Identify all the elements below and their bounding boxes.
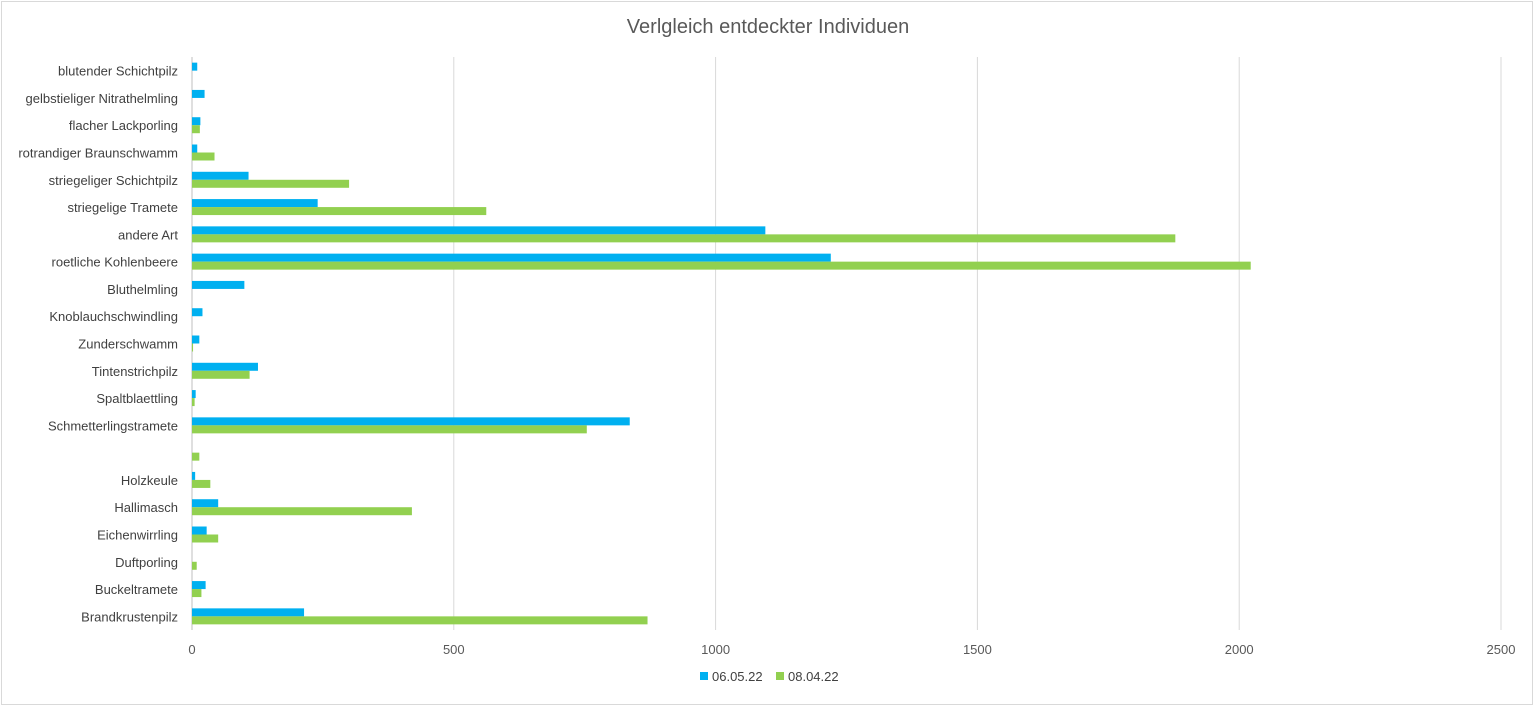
bar-series2 — [192, 589, 202, 598]
bar-series1 — [192, 526, 207, 535]
bar-series1 — [192, 117, 201, 126]
category-label: Zunderschwamm — [78, 337, 178, 352]
bar-series1 — [192, 253, 831, 262]
x-tick-label-1000: 1000 — [701, 642, 730, 657]
bar-series1 — [192, 280, 245, 289]
bar-series1 — [192, 417, 630, 426]
x-tick-label-2000: 2000 — [1225, 642, 1254, 657]
category-label: andere Art — [118, 227, 178, 242]
category-label: striegelige Tramete — [67, 200, 178, 215]
bar-series2 — [192, 179, 350, 188]
category-label: Brandkrustenpilz — [81, 609, 178, 624]
bar-series1 — [192, 171, 249, 180]
bar-series2 — [192, 343, 194, 352]
category-label: Hallimasch — [114, 500, 178, 515]
bar-series1 — [192, 335, 200, 344]
bar-series2 — [192, 534, 219, 543]
bar-series2 — [192, 152, 215, 161]
bar-series2 — [192, 479, 211, 488]
bar-series1 — [192, 308, 203, 317]
bar-series1 — [192, 471, 196, 480]
bar-series1 — [192, 499, 219, 508]
category-label: roetliche Kohlenbeere — [52, 255, 178, 270]
bar-series2 — [192, 234, 1176, 243]
x-tick-label-1500: 1500 — [963, 642, 992, 657]
bar-series2 — [192, 425, 587, 434]
bar-series1 — [192, 362, 258, 371]
bar-series2 — [192, 207, 487, 216]
bar-series1 — [192, 581, 206, 590]
bar-series1 — [192, 62, 198, 71]
legend-swatch — [700, 672, 708, 680]
chart-title: Verlgleich entdeckter Individuen — [626, 16, 910, 38]
category-label: rotrandiger Braunschwamm — [18, 146, 178, 161]
category-label: Bluthelmling — [107, 282, 178, 297]
x-tick-label-500: 500 — [443, 642, 465, 657]
bar-series1 — [192, 144, 198, 153]
category-label: Spaltblaettling — [96, 391, 178, 406]
category-label: Duftporling — [115, 555, 178, 570]
x-tick-label-2500: 2500 — [1487, 642, 1516, 657]
category-label: gelbstieliger Nitrathelmling — [26, 91, 178, 106]
category-label: Knoblauchschwindling — [49, 309, 178, 324]
category-label: Holzkeule — [121, 473, 178, 488]
bar-series1 — [192, 226, 766, 235]
bar-series2 — [192, 261, 1251, 270]
bar-series1 — [192, 608, 305, 617]
category-label: blutender Schichtpilz — [58, 64, 178, 79]
bar-series2 — [192, 616, 648, 625]
legend-label: 06.05.22 — [712, 669, 763, 684]
category-label: striegeliger Schichtpilz — [49, 173, 178, 188]
bar-series2 — [192, 398, 195, 407]
category-label: Buckeltramete — [95, 582, 178, 597]
bar-series2 — [192, 561, 197, 570]
category-label: flacher Lackporling — [69, 118, 178, 133]
bar-series2 — [192, 370, 250, 379]
bar-series1 — [192, 390, 196, 399]
bar-series2 — [192, 125, 200, 134]
legend-swatch — [776, 672, 784, 680]
category-label: Tintenstrichpilz — [92, 364, 178, 379]
bar-series2 — [192, 452, 200, 461]
legend-label: 08.04.22 — [788, 669, 839, 684]
bar-series2 — [192, 507, 412, 516]
bar-series1 — [192, 89, 205, 98]
x-tick-label-0: 0 — [188, 642, 195, 657]
category-label: Schmetterlingstramete — [48, 418, 178, 433]
category-label: Eichenwirrling — [97, 528, 178, 543]
bar-series1 — [192, 199, 318, 208]
